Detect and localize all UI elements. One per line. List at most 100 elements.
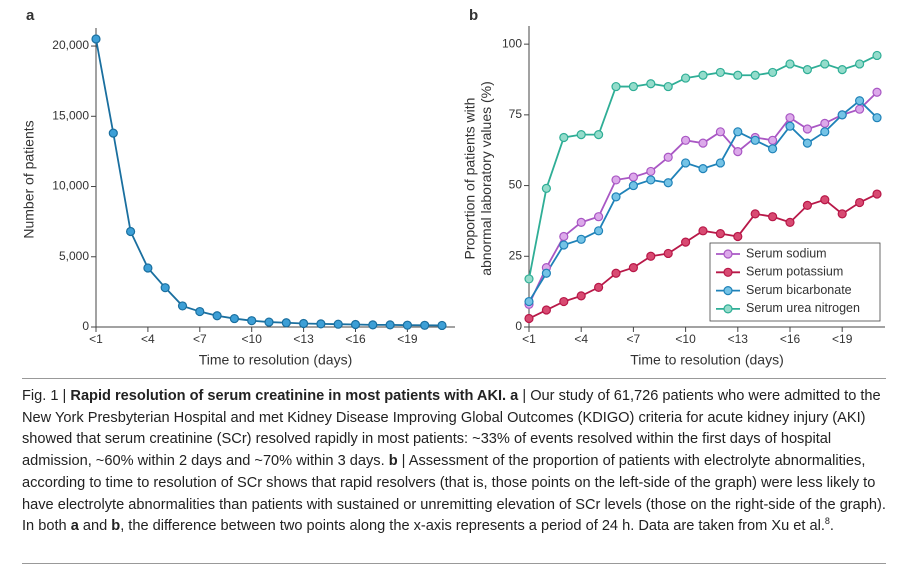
data-point <box>576 217 586 227</box>
data-point <box>368 320 378 330</box>
legend-marker <box>723 304 733 314</box>
x-tick-label: <19 <box>397 332 418 346</box>
data-point <box>733 127 743 137</box>
x-axis-label: Time to resolution (days) <box>199 352 353 368</box>
y-tick-label: 0 <box>82 319 89 333</box>
data-point <box>767 212 778 222</box>
legend-marker <box>723 286 733 296</box>
data-point <box>785 113 795 123</box>
data-point <box>611 192 621 202</box>
data-point <box>854 104 865 114</box>
data-point <box>628 180 639 191</box>
data-point <box>437 320 447 331</box>
data-point <box>837 64 847 75</box>
caption-run: and <box>78 518 112 535</box>
y-tick-label: 25 <box>509 248 523 262</box>
x-tick-label: <13 <box>293 332 314 346</box>
data-point <box>593 212 604 222</box>
data-point <box>767 144 778 154</box>
legend-label: Serum sodium <box>746 246 827 260</box>
y-axis-label: abnormal laboratory values (%) <box>478 81 494 276</box>
data-point <box>854 96 865 106</box>
data-point <box>715 158 726 168</box>
data-point <box>767 67 778 78</box>
x-tick-label: <10 <box>242 332 263 346</box>
data-point <box>837 209 847 219</box>
data-point <box>802 124 813 134</box>
x-tick-label: <16 <box>780 332 801 346</box>
data-point <box>733 147 743 157</box>
data-point <box>872 113 882 123</box>
data-point <box>802 200 813 210</box>
data-point <box>177 301 188 311</box>
data-point <box>646 251 656 261</box>
data-point <box>820 59 830 69</box>
data-point <box>820 195 830 205</box>
data-point <box>541 305 552 315</box>
data-point <box>698 164 708 174</box>
data-point <box>854 197 865 208</box>
data-point <box>541 268 552 278</box>
data-point <box>160 283 170 293</box>
data-point <box>646 79 656 89</box>
data-point <box>628 263 639 273</box>
data-point <box>333 319 343 329</box>
y-axis-label: Number of patients <box>21 120 37 238</box>
data-point <box>264 317 274 327</box>
data-point <box>628 172 639 182</box>
data-point <box>402 320 412 330</box>
data-point <box>299 318 309 329</box>
data-point <box>559 296 569 307</box>
x-tick-label: <4 <box>141 332 155 346</box>
data-point <box>663 248 673 259</box>
data-point <box>524 296 534 307</box>
data-point <box>212 311 222 321</box>
data-point <box>872 87 882 97</box>
data-line <box>95 38 443 327</box>
data-point <box>680 135 691 145</box>
data-point <box>715 229 726 239</box>
data-point <box>785 217 795 227</box>
x-tick-label: <13 <box>728 332 749 346</box>
caption-run: b <box>111 518 121 535</box>
legend-label: Serum potassium <box>746 265 843 279</box>
data-point <box>820 118 830 128</box>
data-point <box>750 135 760 145</box>
data-point <box>108 128 118 138</box>
data-point <box>646 175 656 185</box>
data-point <box>698 70 708 80</box>
data-point <box>611 81 621 92</box>
data-point <box>680 158 691 168</box>
data-point <box>593 130 604 140</box>
x-tick-label: <7 <box>193 332 207 346</box>
y-tick-label: 20,000 <box>52 38 89 52</box>
caption-run: | Assessment of the proportion of patien… <box>22 453 886 535</box>
x-tick-label: <16 <box>345 332 366 346</box>
data-point <box>559 240 569 250</box>
data-point <box>576 130 586 140</box>
data-point <box>559 231 569 242</box>
data-point <box>733 231 743 242</box>
top-rule <box>22 378 886 379</box>
data-point <box>611 175 621 185</box>
data-point <box>750 209 760 219</box>
y-tick-label: 5,000 <box>59 249 89 263</box>
data-point <box>698 226 708 236</box>
x-tick-label: <7 <box>627 332 641 346</box>
data-point <box>680 73 691 83</box>
data-point <box>785 59 795 69</box>
caption-run: , the difference between two points alon… <box>120 518 825 535</box>
data-point <box>750 70 760 80</box>
y-tick-label: 0 <box>515 319 522 333</box>
data-point <box>559 132 569 143</box>
data-point <box>715 127 726 137</box>
data-point <box>872 50 882 61</box>
caption-run: a <box>70 518 79 535</box>
data-point <box>802 138 813 148</box>
data-point <box>281 318 291 328</box>
x-tick-label: <19 <box>832 332 853 346</box>
panel-label: a <box>26 7 35 24</box>
y-tick-label: 100 <box>502 36 522 50</box>
